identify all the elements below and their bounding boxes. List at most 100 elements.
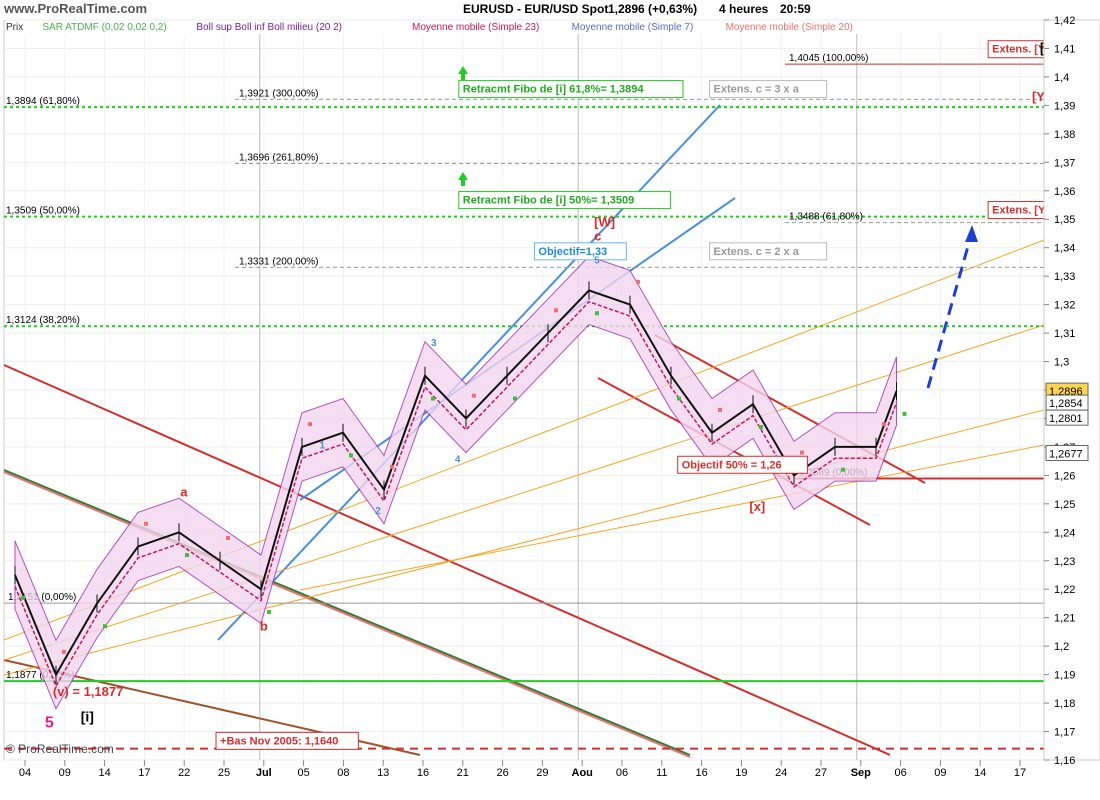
annotation-box	[458, 191, 671, 210]
y-tick-label: 1,41	[1054, 43, 1075, 55]
y-tick-label: 1,24	[1054, 527, 1075, 539]
x-tick-label: 27	[815, 767, 827, 779]
copyright: © ProRealTime.com	[6, 742, 114, 756]
projection-arrowhead	[965, 225, 978, 242]
annotation-label: 5	[45, 714, 54, 731]
trend-line	[3, 471, 691, 758]
x-axis: 04 09 14 17 22 25 Jul 05 08 13 16 21 26 29 Aou 06 11 16 19…	[19, 760, 1026, 779]
y-tick-label: 1,37	[1054, 157, 1075, 169]
sar-dot	[759, 425, 763, 429]
annotation-label: Extens. c = 3 x a	[714, 84, 800, 96]
y-tick-label: 1,42	[1054, 15, 1075, 27]
x-tick-label: 17	[138, 767, 150, 779]
annotation-label: 2	[375, 506, 381, 517]
x-tick-label: 13	[377, 767, 389, 779]
up-arrow	[458, 66, 468, 74]
sar-dot	[718, 407, 722, 412]
legend-entry: Prix	[6, 22, 23, 33]
y-tick-label: 1,39	[1054, 100, 1075, 112]
sar-dot	[308, 422, 312, 427]
level-label: 1,2151 (0,00%)	[8, 592, 76, 603]
legend-entry: Boll sup Boll inf Boll milieu (20 2)	[196, 22, 342, 33]
annotation-label: Extens. c = 2 x a	[714, 246, 800, 258]
x-tick-label: Aou	[572, 767, 593, 779]
y-tick-label: 1,22	[1054, 584, 1075, 596]
y-tick-label: 1,16	[1054, 755, 1075, 767]
horizontal-levels: 1,4045 (100,00%) 1,3921 (300,00%) 1,3894 (…	[4, 53, 1044, 750]
sar-dot	[882, 422, 886, 427]
price-tag-label: 1,2854	[1049, 398, 1083, 410]
legend-entry: SAR ATDMF (0,02 0,02 0,2)	[42, 22, 166, 33]
sar-dot	[841, 467, 845, 472]
price-tag	[1045, 409, 1089, 426]
x-tick-label: 24	[775, 767, 787, 779]
header-price: 1,2896 (+0,63%)	[608, 2, 697, 16]
x-tick-label: 25	[218, 767, 230, 779]
level-label: 1,3331 (200,00%)	[239, 256, 319, 267]
level-label: 1,3921 (300,00%)	[239, 88, 319, 99]
annotation-label: 3	[431, 338, 437, 349]
projection-arrow	[926, 231, 974, 389]
sar-dot	[554, 308, 558, 313]
annotation-label: b	[260, 619, 268, 634]
moving-average-23	[14, 300, 898, 688]
legend-entry: Moyenne mobile (Simple 23)	[412, 22, 539, 33]
annotation-label: [W]	[594, 214, 615, 229]
up-arrow	[458, 172, 468, 180]
y-tick-label: 1,32	[1054, 300, 1075, 312]
y-tick-label: 1,35	[1054, 214, 1075, 226]
y-tick-label: 1,18	[1054, 698, 1075, 710]
x-tick-label: 17	[1014, 767, 1026, 779]
sar-dot	[267, 610, 271, 614]
legend-entry: Moyenne mobile (Simple 7)	[572, 22, 694, 33]
header-time: 20:59	[780, 2, 811, 16]
sar-dot	[902, 411, 907, 416]
annotation-label: 5	[594, 255, 600, 266]
up-arrow-stem	[461, 74, 465, 80]
sar-dot	[103, 624, 107, 629]
sar-dot	[62, 649, 66, 654]
sar-dot	[21, 595, 25, 600]
x-tick-label: 16	[417, 767, 429, 779]
level-label: 1,4045 (100,00%)	[789, 53, 869, 64]
legend-entry: Moyenne mobile (Simple 20)	[726, 22, 853, 33]
x-tick-label: 14	[98, 767, 110, 779]
y-tick-label: 1,26	[1054, 470, 1075, 482]
y-tick-label: 1,19	[1054, 670, 1075, 682]
x-tick-label: 19	[735, 767, 747, 779]
y-tick-label: 1,31	[1054, 328, 1075, 340]
x-tick-label: 26	[496, 767, 508, 779]
y-tick-label: 1,4	[1054, 72, 1069, 84]
x-tick-label: 05	[297, 767, 309, 779]
price-tag	[1045, 444, 1089, 461]
x-tick-label: 06	[894, 767, 906, 779]
annotation-label: Retracmt Fibo de [i] 50%= 1,3509	[463, 195, 634, 207]
price-tag-label: 1,2801	[1049, 413, 1083, 425]
header-symbol: EURUSD - EUR/USD Spot	[463, 2, 608, 16]
x-tick-label: 21	[457, 767, 469, 779]
x-tick-label: 04	[19, 767, 31, 779]
level-label: 1,3124 (38,20%)	[6, 315, 80, 326]
annotation-box	[215, 731, 359, 750]
annotation-label: [x]	[749, 499, 765, 514]
level-label: 1,3696 (261,80%)	[239, 152, 319, 163]
sar-dot	[800, 450, 804, 455]
annotation-label: 1	[320, 440, 326, 451]
y-tick-label: 1,17	[1054, 727, 1075, 739]
y-tick-label: 1,21	[1054, 613, 1075, 625]
level-label: 1,1877 (0,00%)	[6, 670, 74, 681]
level-label: 1,3894 (61,80%)	[6, 96, 80, 107]
y-tick-label: 1,23	[1054, 556, 1075, 568]
y-tick-label: 1,38	[1054, 129, 1075, 141]
sar-dot	[185, 553, 189, 558]
trend-line	[3, 239, 1045, 641]
sar-dot	[636, 279, 640, 284]
x-tick-label: 22	[178, 767, 190, 779]
annotation-label: (v) = 1,1877	[53, 684, 123, 699]
annotation-box	[458, 80, 684, 99]
bollinger-band	[14, 255, 897, 710]
sar-dot	[390, 464, 394, 469]
trend-line	[3, 469, 691, 756]
